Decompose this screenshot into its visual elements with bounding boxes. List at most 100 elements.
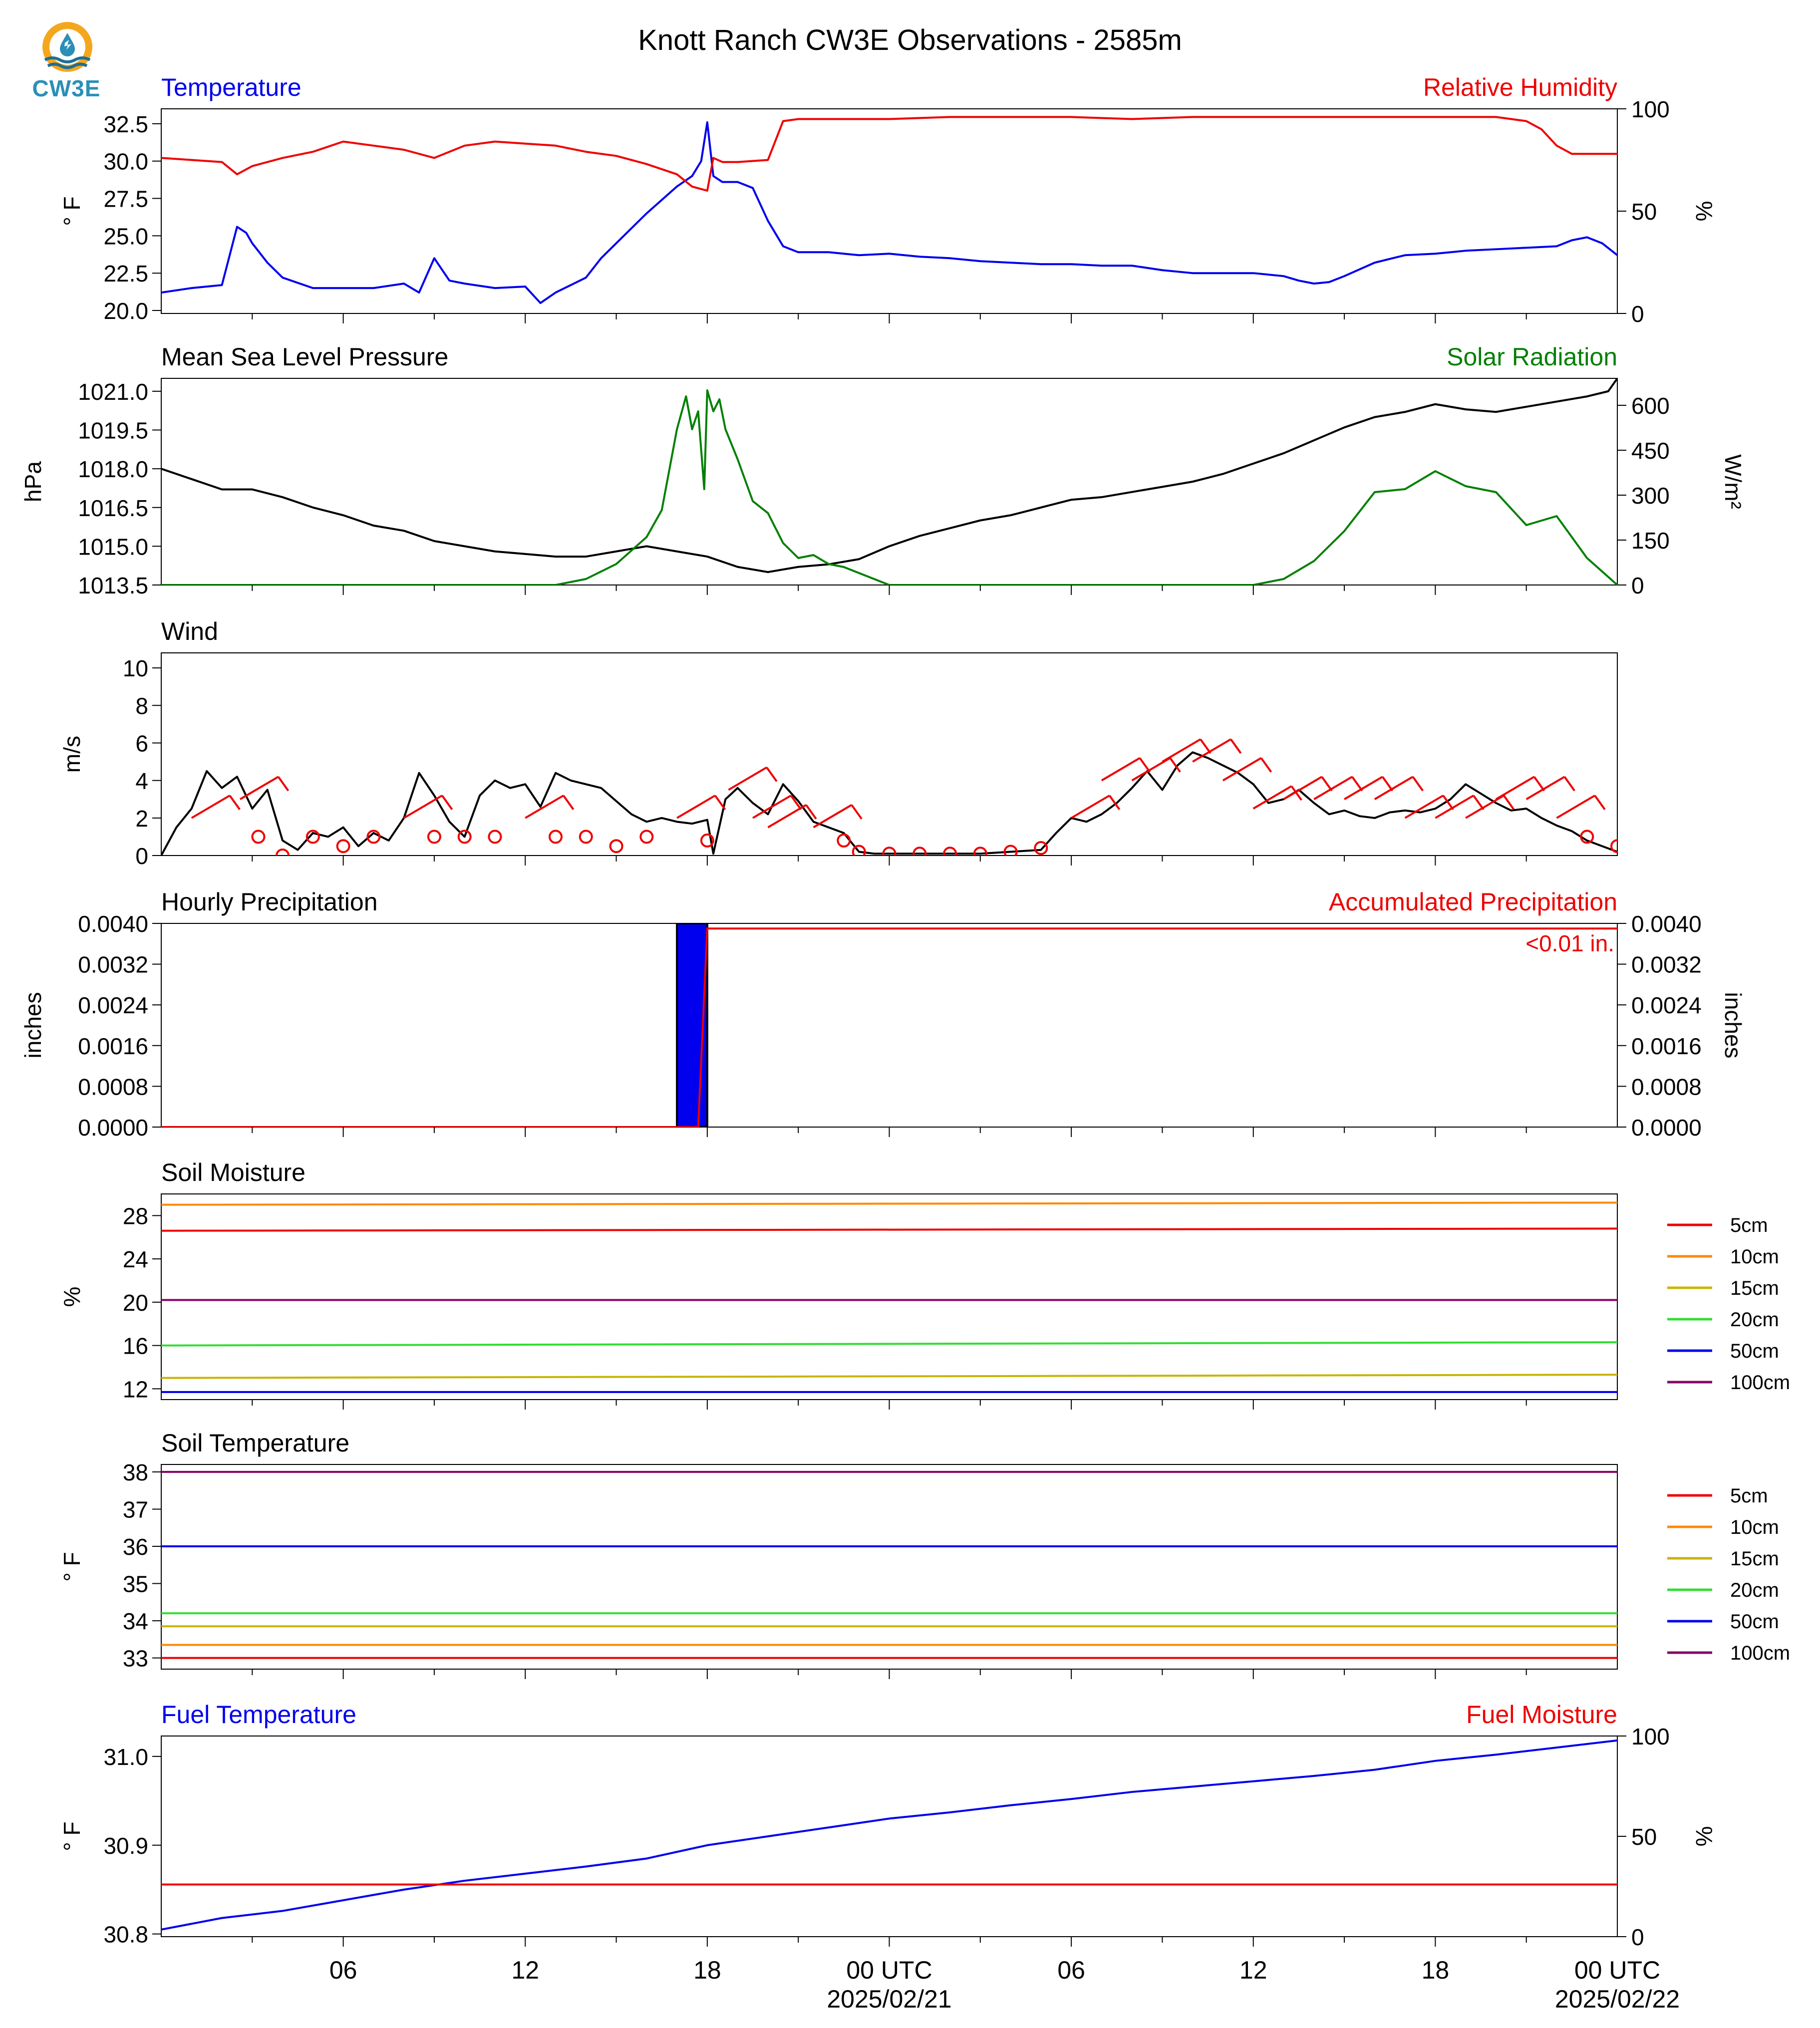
wind-calm-circle: [579, 830, 593, 844]
panel-title-left: Temperature: [161, 73, 302, 101]
panel-title-left: Mean Sea Level Pressure: [161, 343, 448, 371]
series-line-10cm: [161, 1201, 1617, 1206]
legend-label: 20cm: [1730, 1579, 1779, 1601]
wind-calm-circle: [882, 847, 897, 856]
ytick-label-right: 600: [1631, 393, 1670, 419]
plot-frame: [161, 1464, 1618, 1670]
wind-barb-flag: [1108, 795, 1121, 810]
wind-barb-staff: [1495, 776, 1535, 800]
legend-label: 5cm: [1730, 1214, 1768, 1236]
wind-barb-staff: [1101, 757, 1141, 782]
wind-barb-flag: [1290, 785, 1302, 801]
xtick-label: 00 UTC: [1574, 1956, 1660, 1984]
ytick-label-right: 0.0032: [1631, 952, 1702, 978]
legend-label: 15cm: [1730, 1277, 1779, 1299]
wind-barb-flag: [1260, 757, 1272, 773]
wind-barb-flag: [1139, 757, 1151, 773]
wind-barb-flag: [1351, 776, 1363, 792]
ytick-label-left: 1019.5: [78, 418, 148, 444]
wind-calm-circle: [700, 833, 714, 848]
series-line-left: [161, 1739, 1617, 1931]
ytick-label-right: 0.0008: [1631, 1074, 1702, 1100]
plot-area: [161, 378, 1617, 585]
wind-calm-circle: [366, 830, 381, 844]
ylabel-right: W/m²: [1720, 454, 1746, 509]
plot-frame: [161, 1193, 1618, 1400]
panel-pressure-solar: Mean Sea Level Pressure Solar Radiation 10…: [20, 343, 1746, 598]
legend-label: 10cm: [1730, 1516, 1779, 1538]
wind-barb-staff: [1252, 785, 1292, 810]
wind-barb-staff: [728, 766, 767, 791]
ytick-label-left: 0: [135, 843, 148, 869]
ytick-label-right: 0.0000: [1631, 1115, 1702, 1141]
wind-calm-circle: [973, 847, 987, 856]
ytick-label-left: 20: [123, 1290, 148, 1316]
plot-area: [161, 1739, 1617, 1931]
ytick-label-left: 0.0016: [78, 1033, 148, 1059]
ytick-label-left: 2: [135, 806, 148, 832]
xtick-label: 18: [693, 1956, 721, 1984]
ytick-label-left: 35: [123, 1571, 148, 1597]
wind-barb-staff: [752, 795, 792, 819]
wind-barb-staff: [1192, 738, 1231, 763]
panel-soil-temperature: Soil Temperature 33 34 35 36 37 38 ° F 5cm 10cm 15…: [59, 1429, 1790, 1679]
ytick-label-right: 0.0016: [1631, 1033, 1702, 1059]
wind-barb-flag: [805, 804, 817, 820]
wind-barb-flag: [766, 767, 778, 782]
ytick-label-right: 50: [1631, 199, 1657, 225]
wind-barb-staff: [1283, 776, 1323, 800]
series-line-left: [161, 121, 1617, 304]
wind-barb-staff: [1071, 795, 1110, 819]
wind-barb-flag: [277, 776, 290, 792]
plot-area: [161, 923, 1617, 1127]
panel-title-left: Soil Moisture: [161, 1159, 305, 1186]
ytick-label-left: 12: [123, 1376, 148, 1402]
panel-soil-moisture: Soil Moisture 12 16 20 24 28% 5cm 10cm 15cm 20cm 5…: [59, 1159, 1790, 1410]
ytick-label-right: 100: [1631, 1724, 1670, 1749]
wind-calm-circle: [1580, 830, 1594, 844]
series-line-left: [161, 751, 1617, 856]
ytick-label-right: 0: [1631, 573, 1644, 598]
wind-calm-circle: [457, 830, 472, 844]
wind-barb-staff: [1525, 776, 1565, 800]
ytick-label-right: 0.0040: [1631, 911, 1702, 937]
wind-barb-flag: [563, 795, 575, 810]
xtick-label: 06: [1057, 1956, 1085, 1984]
ytick-label-right: 0: [1631, 301, 1644, 327]
wind-calm-circle: [912, 847, 927, 856]
ytick-label-left: 31.0: [103, 1744, 148, 1770]
ytick-label-right: 0: [1631, 1924, 1644, 1950]
ytick-label-left: 0.0032: [78, 952, 148, 978]
wind-barb-flag: [1230, 738, 1242, 754]
plot-area: [161, 1201, 1617, 1393]
ytick-label-left: 34: [123, 1608, 148, 1634]
xtick-date-label: 2025/02/21: [827, 1985, 951, 2013]
wind-barb-flag: [1200, 738, 1212, 754]
wind-barb-staff: [1556, 795, 1595, 819]
wind-calm-circle: [336, 839, 350, 854]
ytick-label-left: 22.5: [103, 261, 148, 287]
wind-barb-flag: [790, 795, 802, 810]
ylabel-left: m/s: [59, 736, 85, 773]
wind-barb-staff: [813, 804, 853, 829]
wind-barb-flag: [1381, 776, 1394, 792]
figure-title: Knott Ranch CW3E Observations - 2585m: [638, 24, 1182, 56]
ytick-label-left: 1015.0: [78, 534, 148, 560]
wind-barb-flag: [1503, 795, 1515, 810]
plot-area: [161, 1470, 1617, 1659]
panel-title-right: Fuel Moisture: [1466, 1701, 1617, 1729]
plot-frame: [161, 378, 1618, 585]
legend-label: 10cm: [1730, 1246, 1779, 1268]
ytick-label-left: 1013.5: [78, 573, 148, 598]
ytick-label-left: 4: [135, 768, 148, 794]
wind-calm-circle: [276, 849, 290, 856]
ytick-label-left: 38: [123, 1459, 148, 1485]
ytick-label-right: 100: [1631, 96, 1670, 122]
ytick-label-left: 25.0: [103, 223, 148, 249]
ylabel-left: ° F: [59, 1552, 85, 1581]
ytick-label-left: 10: [123, 655, 148, 681]
ylabel-left: inches: [20, 992, 46, 1059]
ytick-label-left: 30.8: [103, 1922, 148, 1948]
wind-barb-flag: [714, 795, 726, 810]
